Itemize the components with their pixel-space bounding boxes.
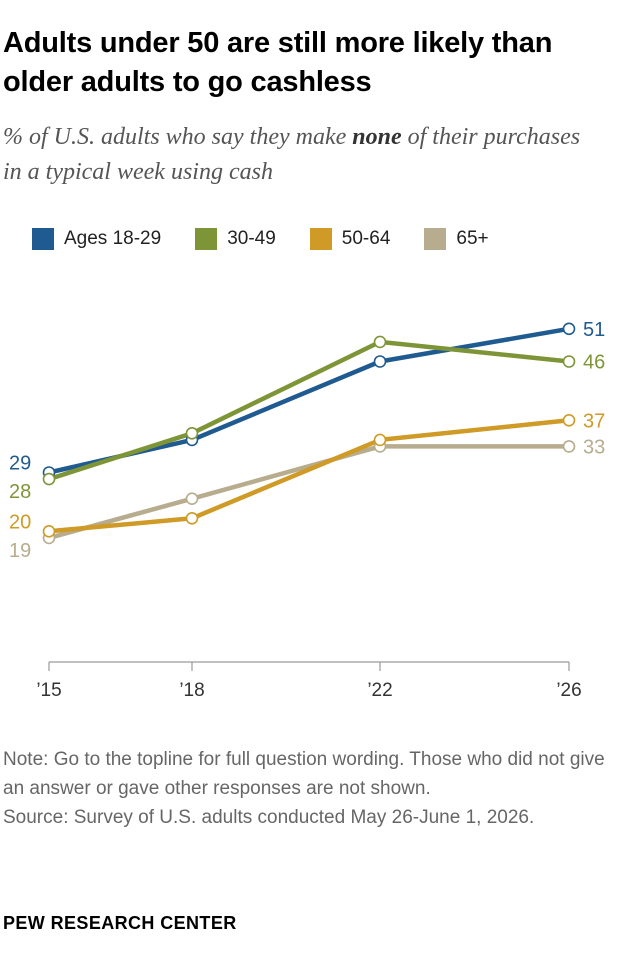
legend-item-30-49: 30-49 [195, 228, 276, 250]
chart-subtitle: % of U.S. adults who say they make none … [3, 120, 603, 190]
subtitle-text-end: of their purchases in a typical week usi… [3, 124, 581, 185]
point-30-49-1 [185, 427, 199, 440]
legend-item-50-64: 50-64 [309, 228, 391, 250]
chart-title: Adults under 50 are still more likely th… [3, 27, 553, 98]
point-50-64-2 [373, 433, 387, 447]
legend-item-65-plus: 65+ [424, 228, 489, 250]
legend-swatch-30-49 [195, 228, 218, 250]
point-30-49-0 [42, 472, 56, 486]
legend-item-ages-18-29: Ages 18-29 [32, 228, 161, 250]
x-tick-label-0: ’15 [36, 680, 61, 701]
legend-swatch-65-plus [424, 228, 447, 250]
point-30-49-2 [373, 335, 387, 349]
start-label-50-64: 20 [9, 511, 31, 533]
end-label-50-64: 37 [583, 410, 605, 432]
end-label-ages-18-29: 51 [583, 319, 605, 341]
series-line-65 [46, 444, 572, 541]
series-line-50-64 [46, 418, 572, 534]
point-65-3 [562, 440, 576, 453]
chart-legend: Ages 18-29 30-49 50-64 65+ [32, 226, 523, 252]
start-label-30-49: 28 [9, 481, 31, 503]
x-tick-label-3: ’26 [556, 680, 581, 701]
legend-label-65-plus: 65+ [456, 228, 489, 249]
note-text: Note: Go to the topline for full questio… [3, 749, 605, 799]
legend-swatch-ages-18-29 [32, 228, 54, 250]
x-tick-label-2: ’22 [367, 680, 392, 701]
legend-label-50-64: 50-64 [341, 228, 391, 249]
legend-label-30-49: 30-49 [227, 228, 276, 249]
point-ages-18-29-3 [562, 322, 576, 336]
series-line-ages-18-29 [46, 326, 572, 475]
subtitle-text-start: % of U.S. adults who say they make [3, 124, 353, 150]
point-50-64-3 [562, 414, 576, 427]
line-chart: ’15 ’18 ’22 ’26 29 51 28 46 20 37 19 33 [9, 319, 605, 701]
start-label-65: 19 [9, 540, 31, 562]
brand-label: PEW RESEARCH CENTER [3, 913, 237, 933]
x-tick-label-1: ’18 [179, 680, 204, 701]
end-label-65: 33 [583, 436, 605, 458]
point-50-64-1 [185, 512, 199, 525]
legend-swatch-50-64 [309, 228, 332, 250]
point-65-1 [185, 492, 199, 505]
point-ages-18-29-2 [373, 355, 387, 368]
chart-notes: Note: Go to the topline for full questio… [3, 745, 615, 832]
source-text: Source: Survey of U.S. adults conducted … [3, 807, 535, 828]
point-30-49-3 [562, 355, 576, 368]
start-label-ages-18-29: 29 [9, 453, 31, 475]
end-label-30-49: 46 [583, 352, 605, 374]
point-50-64-0 [42, 524, 56, 538]
legend-label-ages-18-29: Ages 18-29 [64, 228, 162, 249]
subtitle-emphasis: none [352, 124, 402, 150]
series-line-30-49 [46, 339, 572, 482]
